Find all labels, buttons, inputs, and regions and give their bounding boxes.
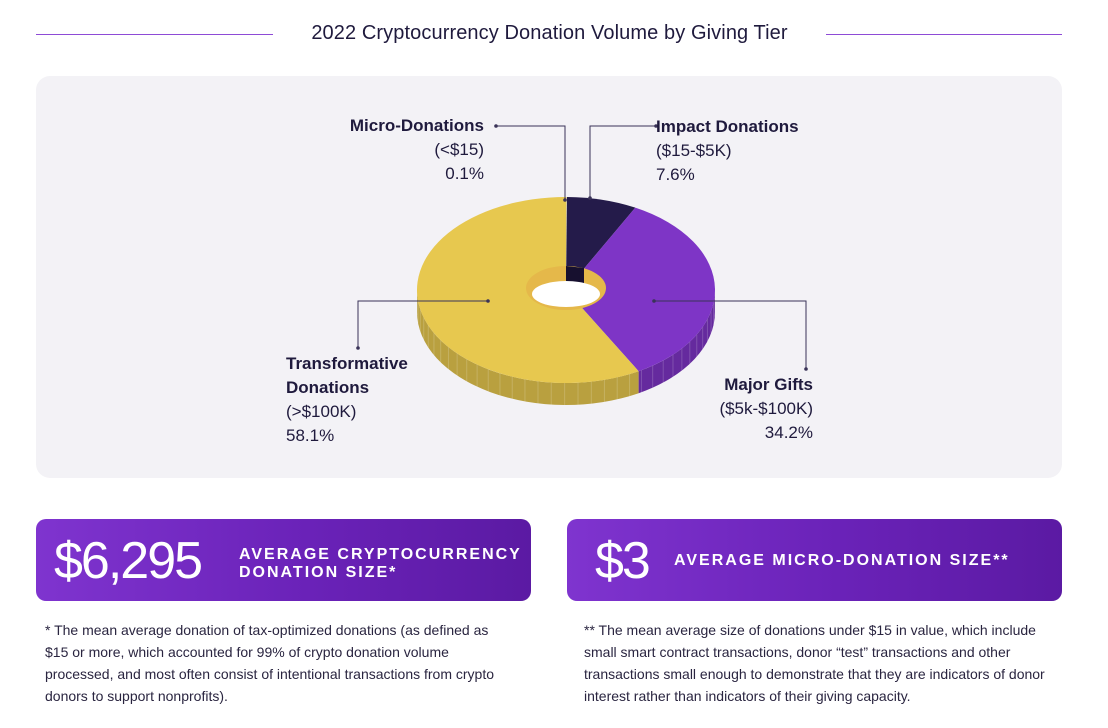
leader-dot-start-micro — [494, 124, 498, 128]
leader-line-micro — [496, 125, 566, 200]
leader-line-transformative — [357, 300, 488, 348]
leader-dot-start-transformative — [486, 299, 490, 303]
label-micro-name: Micro-Donations — [349, 116, 484, 135]
label-impact-pct: 7.6% — [656, 165, 695, 184]
leader-dot-start-major — [652, 299, 656, 303]
donut-chart — [356, 124, 808, 406]
stat-caption-average-donation: Average cryptocurrency donation size* — [239, 546, 522, 581]
donut-slice-impact-donations — [566, 197, 636, 290]
label-micro-range: (<$15) — [434, 140, 484, 159]
label-impact-range: ($15-$5K) — [656, 141, 732, 160]
leader-line-major — [654, 300, 807, 369]
stat-card-micro-donation: $3 Average micro-donation size** — [567, 519, 1062, 601]
label-transformative-donations: Transformative Donations (>$100K) 58.1% — [286, 352, 486, 448]
leader-dot-impact — [588, 196, 592, 200]
label-transformative-name2: Donations — [286, 378, 370, 397]
footnote-average-donation: * The mean average donation of tax-optim… — [45, 622, 495, 704]
donut-side-3-0 — [416, 290, 639, 406]
leader-line-impact — [589, 125, 656, 198]
label-major-gifts: Major Gifts ($5k-$100K) 34.2% — [636, 373, 813, 445]
leader-dot-major — [804, 367, 808, 371]
title-rule-left — [36, 34, 273, 35]
stat-value-average-donation: $6,295 — [54, 532, 203, 590]
label-micro-donations: Micro-Donations (<$15) 0.1% — [286, 114, 484, 186]
label-transformative-range: (>$100K) — [286, 402, 357, 421]
label-micro-pct: 0.1% — [445, 164, 484, 183]
footnote-micro-donation: ** The mean average size of donations un… — [584, 622, 1045, 704]
stat-card-average-donation: $6,295 Average cryptocurrency donation s… — [36, 519, 531, 601]
title-rule-right — [826, 34, 1062, 35]
stat-caption-micro-donation: Average micro-donation size** — [674, 552, 1010, 569]
donut-slice-major-gifts — [566, 207, 716, 372]
stat-value-micro-donation: $3 — [595, 532, 651, 590]
leader-dot-start-impact — [654, 124, 658, 128]
chart-title: 2022 Cryptocurrency Donation Volume by G… — [311, 22, 788, 44]
label-transformative-name1: Transformative — [286, 354, 408, 373]
chart-panel: Micro-Donations (<$15) 0.1% Impact Donat… — [36, 76, 1062, 478]
donut-hole — [532, 281, 600, 307]
donut-slice-micro-donations — [566, 197, 567, 290]
label-major-pct: 34.2% — [764, 423, 813, 442]
label-major-range: ($5k-$100K) — [719, 399, 813, 418]
label-major-name: Major Gifts — [724, 375, 813, 394]
leader-dot-micro — [563, 198, 567, 202]
label-impact-name: Impact Donations — [656, 117, 799, 136]
label-transformative-pct: 58.1% — [286, 426, 335, 445]
label-impact-donations: Impact Donations ($15-$5K) 7.6% — [656, 115, 876, 187]
donut-side-2-0 — [638, 290, 715, 394]
leader-dot-transformative — [356, 346, 360, 350]
